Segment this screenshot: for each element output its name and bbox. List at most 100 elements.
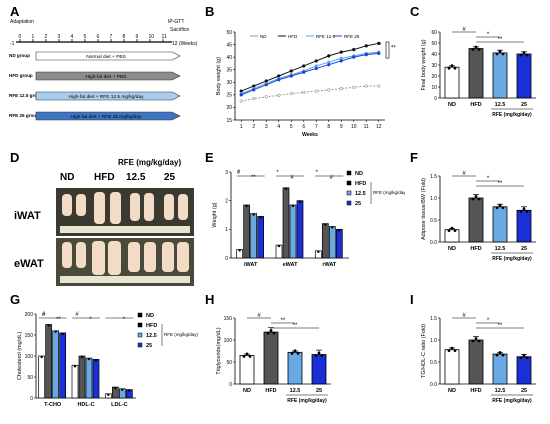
significance-mark: # xyxy=(257,313,261,319)
bar xyxy=(289,204,297,259)
group-arrow xyxy=(35,51,181,61)
legend-label: HFD xyxy=(146,323,157,329)
y-tick-label: 0.5 xyxy=(430,360,437,366)
legend-swatch xyxy=(346,200,352,206)
series-point xyxy=(277,78,281,82)
bar xyxy=(444,66,460,99)
ewat-tissue xyxy=(108,241,121,275)
data-point xyxy=(525,53,529,57)
bar xyxy=(263,331,279,385)
significance-mark: ** xyxy=(251,175,256,181)
group-arrow xyxy=(35,71,181,81)
data-point xyxy=(474,45,478,49)
x-tick-label: 10 xyxy=(351,124,357,130)
timeline-unit-label: 12 (Weeks) xyxy=(172,41,198,47)
group-name: RFE 12.5 group xyxy=(9,93,43,98)
data-point xyxy=(252,213,255,216)
panel-label-e: E xyxy=(205,150,214,165)
series-point xyxy=(314,64,318,68)
legend-swatch xyxy=(346,170,352,176)
series-point xyxy=(377,41,381,45)
x-axis-label: RFE (mg/kg/day) xyxy=(492,398,532,404)
y-tick-label: 50 xyxy=(431,41,437,47)
y-tick-label: 150 xyxy=(25,333,34,339)
significance-mark: ** xyxy=(293,323,298,329)
data-point xyxy=(522,51,526,54)
x-tick-label: 12.5 xyxy=(495,102,506,108)
row-label-iwat: iWAT xyxy=(14,210,41,222)
x-tick-label: 12.5 xyxy=(495,246,506,252)
legend-label: RFE 25 xyxy=(344,34,360,39)
significance-mark: # xyxy=(462,171,466,177)
timeline-tick-label: 0 xyxy=(19,34,22,40)
y-axis-label: Final body weight (g) xyxy=(421,39,427,90)
x-tick-label: 25 xyxy=(521,102,527,108)
group-treatment: High-fat diet + RFE 12.5 mg/kg/day xyxy=(68,94,144,100)
x-axis-label: Weeks xyxy=(302,132,318,138)
legend-label: RFE 12.5 xyxy=(316,34,336,39)
significance-bracket xyxy=(385,41,390,59)
data-point xyxy=(474,195,478,198)
timeline-tick-label: 3 xyxy=(58,34,61,40)
significance-mark: * xyxy=(487,318,490,324)
timeline-tick-label: 10 xyxy=(149,34,155,40)
study-design-diagram: Adaptation IP-GTT Sacrifice -1 0 1 2 3 4 5 6 7 8… xyxy=(9,19,198,121)
series-line xyxy=(241,51,379,95)
y-tick-label: 100 xyxy=(25,354,34,360)
x-tick-label: ND xyxy=(448,102,456,108)
y-tick-label: 2 xyxy=(225,198,228,204)
data-point xyxy=(471,48,475,51)
x-tick-label: ND xyxy=(243,388,251,394)
data-point xyxy=(519,209,523,213)
series-point xyxy=(327,54,331,58)
y-tick-label: 1.5 xyxy=(430,174,437,180)
legend-label: ND xyxy=(146,313,154,319)
iwat-tissue xyxy=(130,193,140,221)
x-tick-label: HFD xyxy=(470,102,481,108)
y-tick-label: 45 xyxy=(226,42,232,48)
data-point xyxy=(495,353,499,357)
iwat-tissue xyxy=(110,192,121,224)
significance-mark: * xyxy=(316,170,319,176)
data-point xyxy=(522,353,526,357)
series-point xyxy=(277,74,281,78)
y-tick-label: 100 xyxy=(224,338,233,344)
x-tick-label: 25 xyxy=(521,246,527,252)
series-point xyxy=(339,50,343,54)
data-point xyxy=(269,329,273,332)
bar xyxy=(492,353,508,385)
legend-label: ND xyxy=(355,171,363,177)
significance-mark: * xyxy=(89,317,92,323)
series-point xyxy=(377,84,381,88)
bar xyxy=(516,209,532,243)
data-point xyxy=(453,229,457,233)
data-point xyxy=(477,48,481,51)
group-treatment: Normal diet + PBS xyxy=(86,54,126,60)
legend-swatch xyxy=(137,312,143,318)
x-tick-label: 25 xyxy=(316,388,322,394)
y-tick-label: 1.0 xyxy=(430,338,437,344)
timeline-tick-label: 7 xyxy=(110,34,113,40)
ipgtt-label: IP-GTT xyxy=(168,19,184,25)
bar xyxy=(287,351,303,385)
data-point xyxy=(471,197,475,201)
y-tick-label: 30 xyxy=(226,80,232,86)
ewat-tissue xyxy=(62,242,72,268)
ewat-tissue xyxy=(177,242,189,272)
data-point xyxy=(498,50,502,53)
header-12-5: 12.5 xyxy=(126,172,146,183)
bar xyxy=(492,206,508,243)
iwat-tissue xyxy=(144,193,154,221)
y-tick-label: 50 xyxy=(27,375,33,381)
bar xyxy=(282,187,290,259)
y-tick-label: 60 xyxy=(431,30,437,36)
legend-label: ND xyxy=(260,34,267,39)
legend-label: HFD xyxy=(288,34,298,39)
y-tick-label: 20 xyxy=(431,74,437,80)
series-point xyxy=(339,56,343,61)
bar xyxy=(85,357,93,399)
data-point xyxy=(525,209,529,213)
data-point xyxy=(453,66,457,70)
